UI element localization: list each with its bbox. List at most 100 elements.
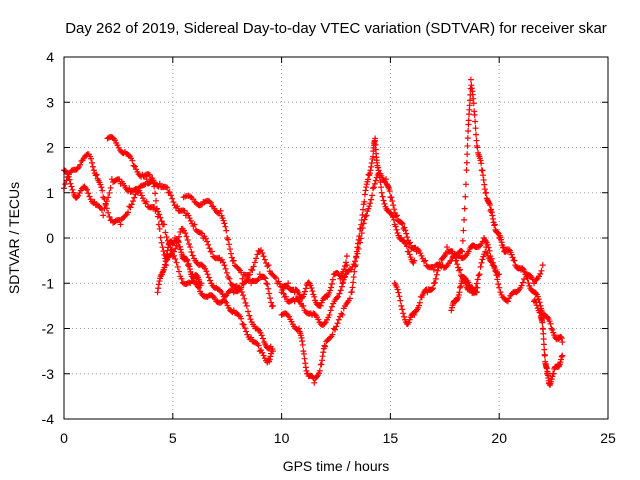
- data-point: [187, 244, 194, 251]
- data-point: [258, 332, 265, 339]
- data-point: [365, 176, 372, 183]
- data-point: [167, 192, 174, 199]
- y-axis-label: SDTVAR / TECUs: [6, 182, 22, 294]
- data-point: [258, 247, 265, 254]
- x-tick-label: 20: [491, 430, 507, 446]
- data-point: [199, 262, 206, 269]
- data-point: [369, 185, 376, 192]
- data-point: [177, 228, 184, 235]
- data-point: [477, 263, 484, 270]
- data-point: [430, 266, 437, 273]
- data-point: [130, 162, 137, 169]
- data-point: [475, 272, 482, 279]
- data-point: [250, 263, 257, 270]
- data-point: [522, 271, 529, 278]
- data-point: [103, 198, 110, 205]
- data-point: [480, 172, 487, 179]
- data-point: [197, 229, 204, 236]
- data-point: [255, 342, 262, 349]
- data-point: [319, 353, 326, 360]
- data-point: [329, 331, 336, 338]
- data-point: [278, 289, 285, 296]
- data-point: [472, 118, 479, 125]
- data-point: [340, 276, 347, 283]
- data-point: [172, 245, 179, 252]
- data-point: [479, 256, 486, 263]
- data-point: [418, 252, 425, 259]
- data-point: [162, 229, 169, 236]
- data-point: [241, 295, 248, 302]
- data-point: [117, 221, 124, 228]
- data-point: [259, 249, 266, 256]
- data-point: [558, 334, 565, 341]
- data-point: [133, 166, 140, 173]
- data-point: [220, 259, 227, 266]
- data-point: [220, 296, 227, 303]
- data-point: [154, 289, 161, 296]
- data-point: [102, 201, 109, 208]
- data-point: [314, 373, 321, 380]
- data-point: [248, 334, 255, 341]
- data-point: [302, 360, 309, 367]
- data-point: [466, 97, 473, 104]
- data-point: [405, 248, 412, 255]
- y-tick-label: 1: [46, 185, 54, 201]
- data-point: [264, 281, 271, 288]
- data-point: [496, 271, 503, 278]
- data-point: [492, 268, 499, 275]
- data-point: [157, 234, 164, 241]
- data-point: [332, 326, 339, 333]
- data-point: [156, 278, 163, 285]
- data-point: [511, 257, 518, 264]
- data-point: [391, 206, 398, 213]
- data-point: [539, 319, 546, 326]
- data-point: [397, 297, 404, 304]
- data-point: [309, 288, 316, 295]
- data-point: [479, 167, 486, 174]
- data-point: [178, 275, 185, 282]
- data-point: [541, 352, 548, 359]
- data-point: [525, 280, 532, 287]
- data-point: [221, 220, 228, 227]
- data-point: [97, 181, 104, 188]
- data-point: [91, 198, 98, 205]
- data-point: [106, 189, 113, 196]
- data-point: [176, 268, 183, 275]
- data-point: [472, 125, 479, 132]
- y-axis-ticks: -4 -3 -2 -1 0 1 2 3 4: [42, 49, 608, 427]
- data-point: [350, 279, 357, 286]
- data-point: [399, 306, 406, 313]
- data-point: [300, 350, 307, 357]
- data-point: [243, 302, 250, 309]
- y-tick-label: 3: [46, 94, 54, 110]
- data-point: [487, 258, 494, 265]
- data-point: [105, 209, 112, 216]
- data-point: [337, 275, 344, 282]
- data-point: [339, 311, 346, 318]
- data-point: [459, 237, 466, 244]
- data-point: [464, 135, 471, 142]
- data-point: [494, 276, 501, 283]
- data-point: [249, 267, 256, 274]
- data-point: [327, 334, 334, 341]
- y-tick-label: 0: [46, 230, 54, 246]
- data-point: [367, 167, 374, 174]
- data-point: [191, 221, 198, 228]
- data-point: [514, 288, 521, 295]
- data-point: [399, 220, 406, 227]
- data-point: [321, 342, 328, 349]
- data-point: [509, 254, 516, 261]
- data-point: [473, 131, 480, 138]
- data-point: [183, 256, 190, 263]
- data-point: [203, 268, 210, 275]
- data-point: [369, 153, 376, 160]
- data-point: [222, 293, 229, 300]
- data-point: [461, 205, 468, 212]
- data-point: [462, 193, 469, 200]
- data-point: [254, 326, 261, 333]
- data-point: [247, 316, 254, 323]
- data-point: [98, 184, 105, 191]
- data-point: [488, 209, 495, 216]
- data-point: [296, 325, 303, 332]
- data-point: [363, 212, 370, 219]
